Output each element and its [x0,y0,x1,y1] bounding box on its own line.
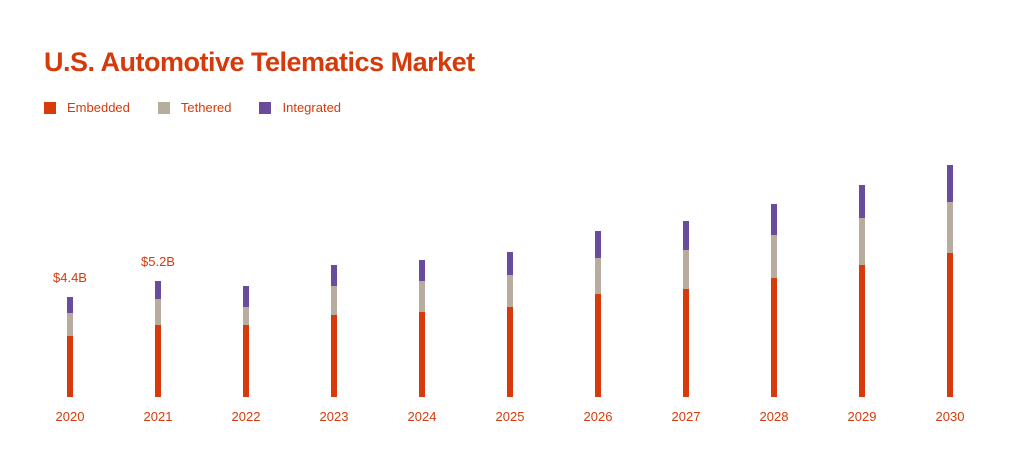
x-axis-label: 2022 [231,409,261,424]
bar-segment-embedded [507,307,513,397]
legend-swatch-embedded [44,101,56,114]
bar-2024 [419,260,425,397]
legend-label: Integrated [282,100,342,115]
bar-segment-integrated [155,281,161,299]
legend-swatch-integrated [259,101,272,114]
bar-segment-integrated [683,221,689,250]
bar-segment-embedded [595,294,601,397]
x-axis-label: 2020 [55,409,85,424]
bar-segment-embedded [67,336,73,397]
x-axis-label: 2028 [759,409,789,424]
x-axis-label: 2027 [671,409,701,424]
bar-segment-tethered [595,258,601,294]
x-axis-label: 2030 [935,409,965,424]
bar-segment-integrated [947,165,953,202]
bar-segment-tethered [683,250,689,289]
legend-label: Tethered [180,100,232,115]
legend: Embedded Tethered Integrated [44,100,341,115]
legend-item-tethered: Tethered [157,100,232,115]
bar-segment-tethered [507,275,513,307]
legend-label: Embedded [67,100,130,115]
total-value-label: $4.4B [53,270,87,285]
bar-segment-tethered [155,299,161,325]
x-axis-label: 2023 [319,409,349,424]
bar-segment-embedded [331,315,337,397]
bar-segment-tethered [859,218,865,265]
bar-segment-integrated [507,252,513,275]
bar-segment-integrated [859,185,865,218]
x-axis-label: 2026 [583,409,613,424]
bar-segment-integrated [67,297,73,313]
legend-swatch-tethered [157,101,170,114]
bar-segment-embedded [155,325,161,397]
bar-segment-integrated [243,286,249,307]
legend-item-integrated: Integrated [259,100,341,115]
total-value-label: $5.2B [141,254,175,269]
bar-2025 [507,252,513,397]
bar-segment-integrated [595,231,601,258]
bar-segment-integrated [771,204,777,235]
bar-2030 [947,165,953,397]
bar-segment-embedded [947,253,953,397]
bar-2028 [771,204,777,397]
bar-2026 [595,231,601,397]
bar-segment-integrated [331,265,337,286]
bar-segment-tethered [419,281,425,312]
bar-2027 [683,221,689,397]
bar-segment-embedded [683,289,689,397]
bar-segment-integrated [419,260,425,281]
x-axis-label: 2029 [847,409,877,424]
bar-segment-tethered [243,307,249,325]
bar-segment-tethered [771,235,777,278]
bar-2021 [155,281,161,397]
bar-segment-tethered [331,286,337,315]
x-axis-label: 2021 [143,409,173,424]
bar-segment-tethered [67,313,73,336]
x-axis-label: 2025 [495,409,525,424]
chart-title: U.S. Automotive Telematics Market [44,47,475,77]
bar-segment-embedded [243,325,249,397]
bar-2022 [243,286,249,397]
bar-2023 [331,265,337,397]
legend-item-embedded: Embedded [44,100,130,115]
bar-2029 [859,185,865,397]
bar-segment-embedded [771,278,777,397]
bar-segment-embedded [859,265,865,397]
bar-segment-embedded [419,312,425,397]
x-axis-label: 2024 [407,409,437,424]
bar-2020 [67,297,73,397]
bar-segment-tethered [947,202,953,253]
